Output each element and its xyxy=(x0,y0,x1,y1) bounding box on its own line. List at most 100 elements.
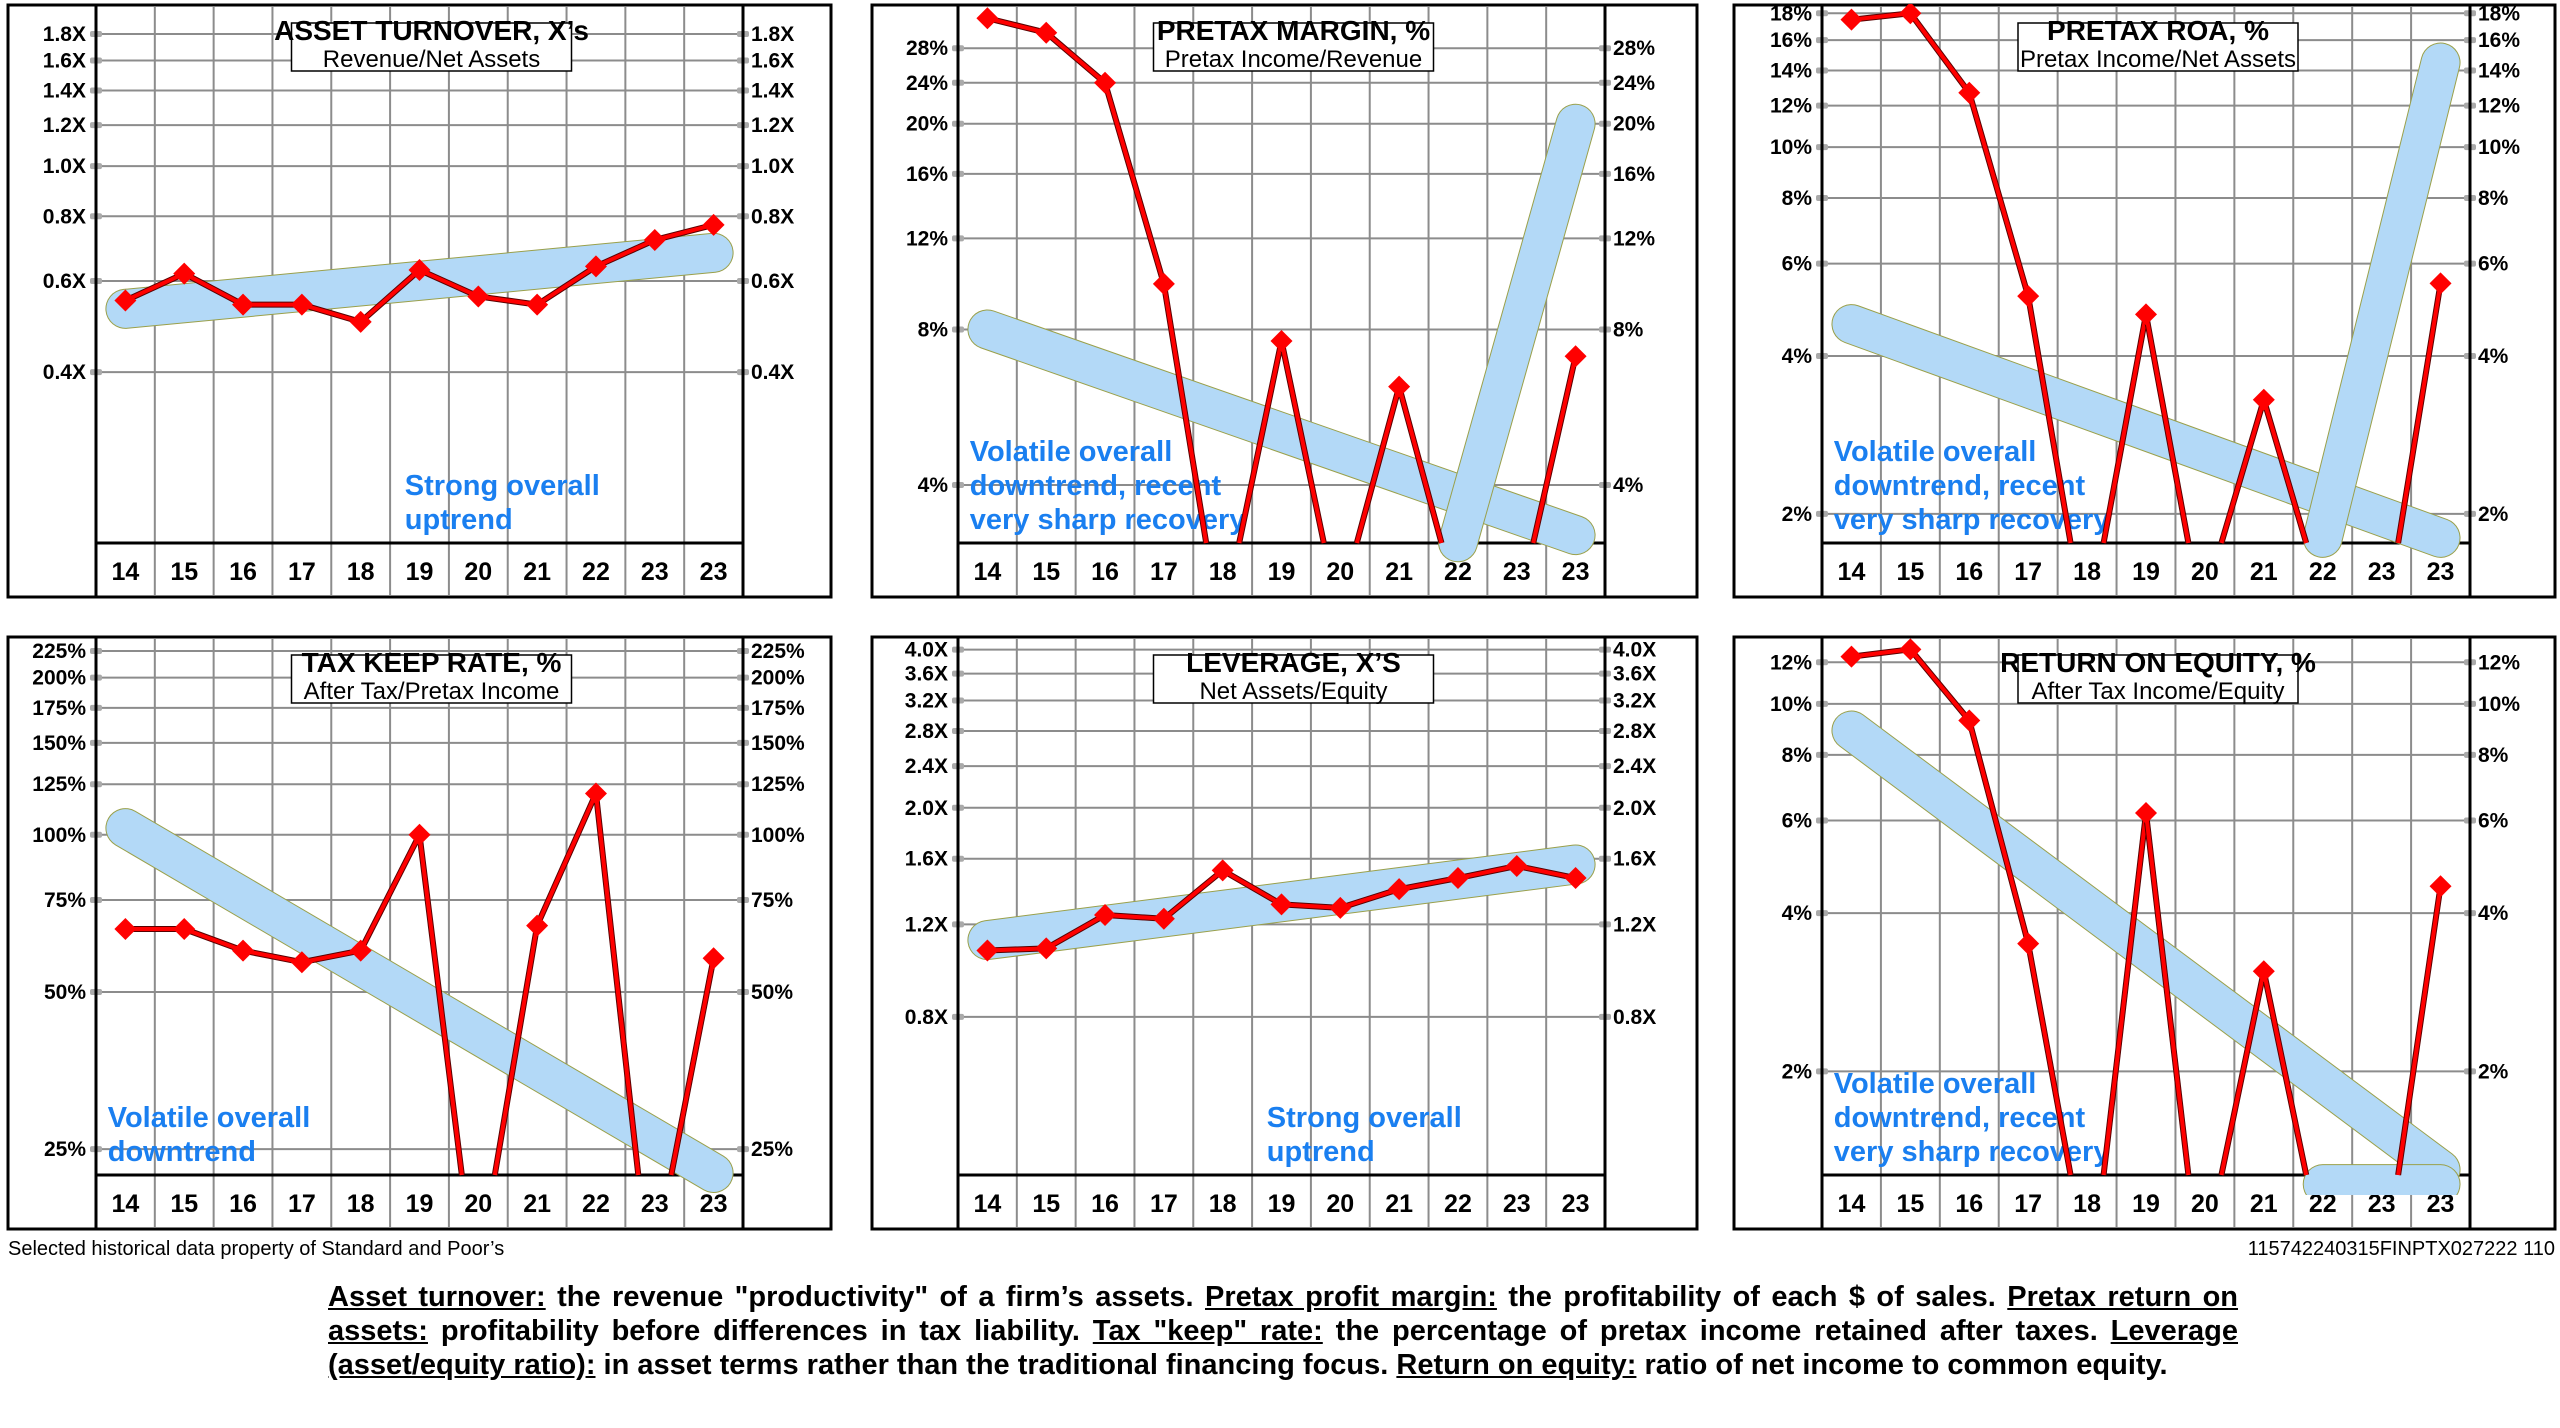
data-point-marker xyxy=(2135,802,2157,825)
data-point-marker xyxy=(1899,4,1922,25)
y-tick-label-left: 2.4X xyxy=(905,755,948,778)
y-tick-label-right: 200% xyxy=(751,667,805,690)
series-segment xyxy=(358,833,422,952)
series-segment xyxy=(2261,970,2309,1176)
chart-title-box xyxy=(2017,654,2299,704)
x-tick-label: 20 xyxy=(464,1190,492,1218)
trend-annotation: Volatile overall xyxy=(108,1102,311,1134)
y-tick-label-left: 175% xyxy=(32,697,86,720)
y-tick-label-right: 100% xyxy=(751,824,805,847)
series-segment xyxy=(301,948,362,965)
y-tick-label-left: 4% xyxy=(918,474,949,497)
x-tick-label: 19 xyxy=(2132,1190,2160,1218)
data-point-marker xyxy=(1958,81,1981,104)
series-segment xyxy=(2396,283,2443,544)
y-tick-label-left: 1.2X xyxy=(43,114,86,137)
chart-subtitle: Pretax Income/Revenue xyxy=(1165,46,1422,73)
y-tick-label-right: 18% xyxy=(2478,2,2520,25)
glossary-term: Asset turnover: xyxy=(328,1281,546,1313)
y-tick-label-left: 3.6X xyxy=(905,663,948,686)
x-tick-label: 16 xyxy=(1955,1190,1983,1218)
data-point-marker xyxy=(1899,638,1922,661)
data-point-marker xyxy=(349,310,372,333)
x-tick-label: 14 xyxy=(112,1190,140,1218)
chart-frame xyxy=(6,635,833,1231)
series-segment xyxy=(301,302,362,324)
trend-annotation: Strong overall xyxy=(1267,1102,1462,1134)
chart-panel: 0.8X 0.8X 1.2X 1.2X 1.6X 1.6X 2.0X 2.0X 2.4X 2.4X… xyxy=(870,635,1699,1231)
y-tick-label-left: 24% xyxy=(906,72,948,95)
chart-panel: 25% 25% 50% 50% 75% 75% 100% 100% 125% 125% 150% 15… xyxy=(6,635,833,1231)
trend-annotation: Strong overall xyxy=(405,470,600,502)
x-tick-label: 20 xyxy=(2191,1190,2219,1218)
series-segment xyxy=(359,268,421,324)
chart-subtitle: After Tax Income/Equity xyxy=(2031,678,2284,705)
series-segment xyxy=(593,793,641,1176)
data-point-marker xyxy=(1094,71,1117,94)
y-tick-label-right: 28% xyxy=(1613,37,1655,60)
y-tick-label-right: 0.8X xyxy=(751,205,794,228)
y-tick-label-left: 18% xyxy=(1770,2,1812,25)
series-segment xyxy=(2101,812,2148,1176)
chart-title: ASSET TURNOVER, X’s xyxy=(274,15,589,46)
y-tick-label-left: 4.0X xyxy=(905,639,948,662)
y-tick-label-left: 16% xyxy=(1770,29,1812,52)
glossary-term: Pretax return on assets: xyxy=(328,1281,2239,1347)
series-segment xyxy=(535,792,598,927)
series-segment xyxy=(1398,876,1459,892)
data-point-marker xyxy=(114,917,137,940)
data-point-marker xyxy=(1094,904,1117,927)
x-tick-label: 17 xyxy=(2014,1190,2042,1218)
series-segment xyxy=(1354,386,1402,544)
x-tick-label: 20 xyxy=(2191,558,2219,586)
y-tick-label-right: 8% xyxy=(1613,318,1644,341)
x-tick-label: 19 xyxy=(406,558,434,586)
series-segment xyxy=(2144,314,2191,544)
y-tick-label-left: 50% xyxy=(44,981,86,1004)
trend-annotation: downtrend, recent xyxy=(970,470,1222,502)
data-point-marker xyxy=(526,293,549,316)
x-tick-label: 23 xyxy=(641,558,669,586)
data-point-marker xyxy=(1564,867,1587,890)
data-point-marker xyxy=(2017,932,2040,955)
series-segment xyxy=(492,925,540,1176)
y-tick-label-left: 2% xyxy=(1782,1060,1813,1083)
y-tick-label-right: 8% xyxy=(2478,187,2509,210)
plot-area xyxy=(967,844,1596,962)
series-segment xyxy=(1339,887,1400,910)
data-point-marker xyxy=(467,285,490,308)
source-credit: Selected historical data property of Sta… xyxy=(8,1238,505,1260)
y-tick-label-right: 6% xyxy=(2478,810,2509,833)
trend-band-recent xyxy=(1438,104,1595,562)
y-tick-label-left: 14% xyxy=(1770,60,1812,83)
y-tick-label-left: 125% xyxy=(32,773,86,796)
y-tick-label-right: 1.2X xyxy=(1613,913,1656,936)
x-tick-label: 17 xyxy=(288,1190,316,1218)
x-tick-label: 23 xyxy=(1503,558,1531,586)
x-tick-label: 17 xyxy=(2014,558,2042,586)
data-point-marker xyxy=(114,289,137,312)
y-tick-label-left: 12% xyxy=(1770,95,1812,118)
x-tick-label: 21 xyxy=(1385,1190,1413,1218)
series-segment xyxy=(183,927,244,953)
series-segment xyxy=(1161,283,1209,544)
chart-frame xyxy=(870,3,1699,599)
y-tick-label-left: 1.0X xyxy=(43,155,86,178)
plot-area xyxy=(967,7,1596,563)
x-tick-label: 14 xyxy=(1838,1190,1866,1218)
y-tick-label-left: 2.0X xyxy=(905,797,948,820)
y-tick-label-right: 1.2X xyxy=(751,114,794,137)
x-tick-label: 15 xyxy=(170,558,198,586)
glossary-definition: ratio of net income to common equity. xyxy=(1636,1349,2168,1381)
data-point-marker xyxy=(1152,907,1175,930)
data-point-marker xyxy=(2429,272,2452,295)
x-tick-label: 14 xyxy=(112,558,140,586)
series-segment xyxy=(654,222,715,242)
y-tick-label-right: 10% xyxy=(2478,693,2520,716)
data-point-marker xyxy=(173,917,196,940)
data-point-marker xyxy=(1958,709,1981,732)
series-segment xyxy=(1279,340,1326,544)
x-tick-label: 16 xyxy=(229,558,257,586)
glossary-definition: the percentage of pretax income retained… xyxy=(1322,1315,2111,1347)
data-point-marker xyxy=(232,939,255,962)
